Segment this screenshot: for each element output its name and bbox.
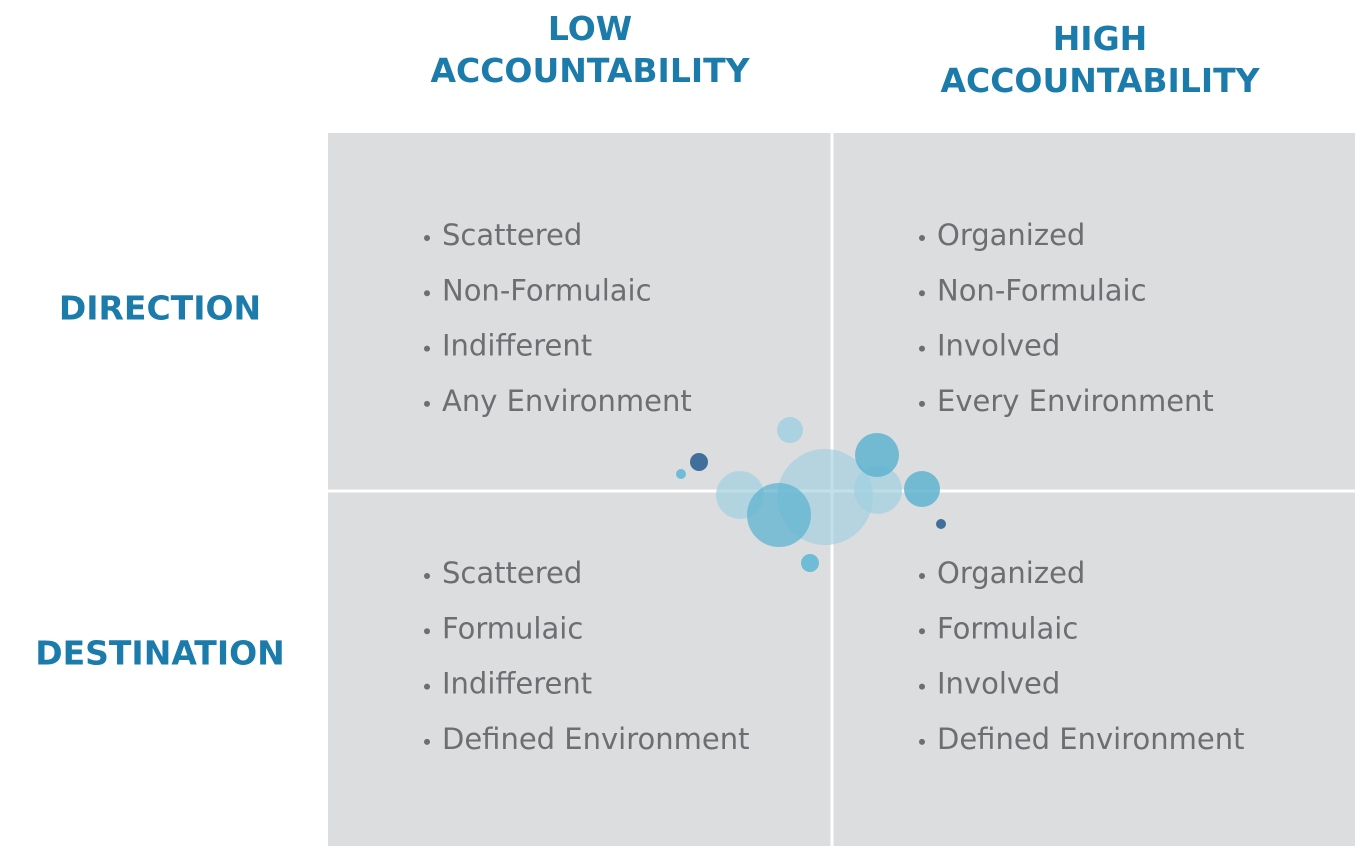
list-item: Involved (937, 667, 1060, 701)
list-item: Organized (937, 556, 1085, 590)
list-item: Defined Environment (937, 722, 1244, 756)
bubble (936, 519, 946, 529)
bullet (919, 290, 925, 297)
bullet (919, 573, 925, 579)
bubble (854, 466, 902, 514)
bubble (777, 417, 803, 443)
bubble (747, 483, 811, 547)
bubble-cluster (676, 417, 946, 572)
column-header: HIGH (1053, 19, 1148, 58)
content: LOWACCOUNTABILITYHIGHACCOUNTABILITYDIREC… (35, 9, 1260, 756)
bullet (919, 345, 925, 352)
bubble (855, 433, 899, 477)
list-item: Defined Environment (442, 722, 749, 756)
row-header: DIRECTION (59, 289, 261, 328)
bullet (919, 235, 925, 241)
list-item: Indifferent (442, 329, 592, 363)
list-item: Any Environment (442, 384, 692, 418)
bullet (919, 738, 925, 745)
bullet (424, 573, 430, 579)
column-header: LOW (548, 9, 632, 48)
bullet (919, 683, 925, 690)
column-header: ACCOUNTABILITY (940, 61, 1260, 100)
column-header: ACCOUNTABILITY (430, 51, 750, 90)
bullet (424, 683, 430, 690)
list-item: Scattered (442, 218, 582, 252)
bullet (424, 235, 430, 241)
bullet (919, 400, 925, 407)
list-item: Scattered (442, 556, 582, 590)
bubble (904, 471, 940, 507)
list-item: Formulaic (937, 611, 1078, 645)
list-item: Non-Formulaic (937, 273, 1147, 307)
bullet (424, 345, 430, 352)
bullet (424, 628, 430, 635)
bullet (919, 628, 925, 635)
list-item: Every Environment (937, 384, 1214, 418)
list-item: Non-Formulaic (442, 273, 652, 307)
bubble (676, 469, 686, 479)
list-item: Indifferent (442, 667, 592, 701)
list-item: Involved (937, 329, 1060, 363)
list-item: Organized (937, 218, 1085, 252)
bubble (690, 453, 708, 471)
row-header: DESTINATION (35, 634, 285, 673)
bullet (424, 400, 430, 407)
bullet (424, 290, 430, 297)
list-item: Formulaic (442, 611, 583, 645)
bullet (424, 738, 430, 745)
bubble (801, 554, 819, 572)
